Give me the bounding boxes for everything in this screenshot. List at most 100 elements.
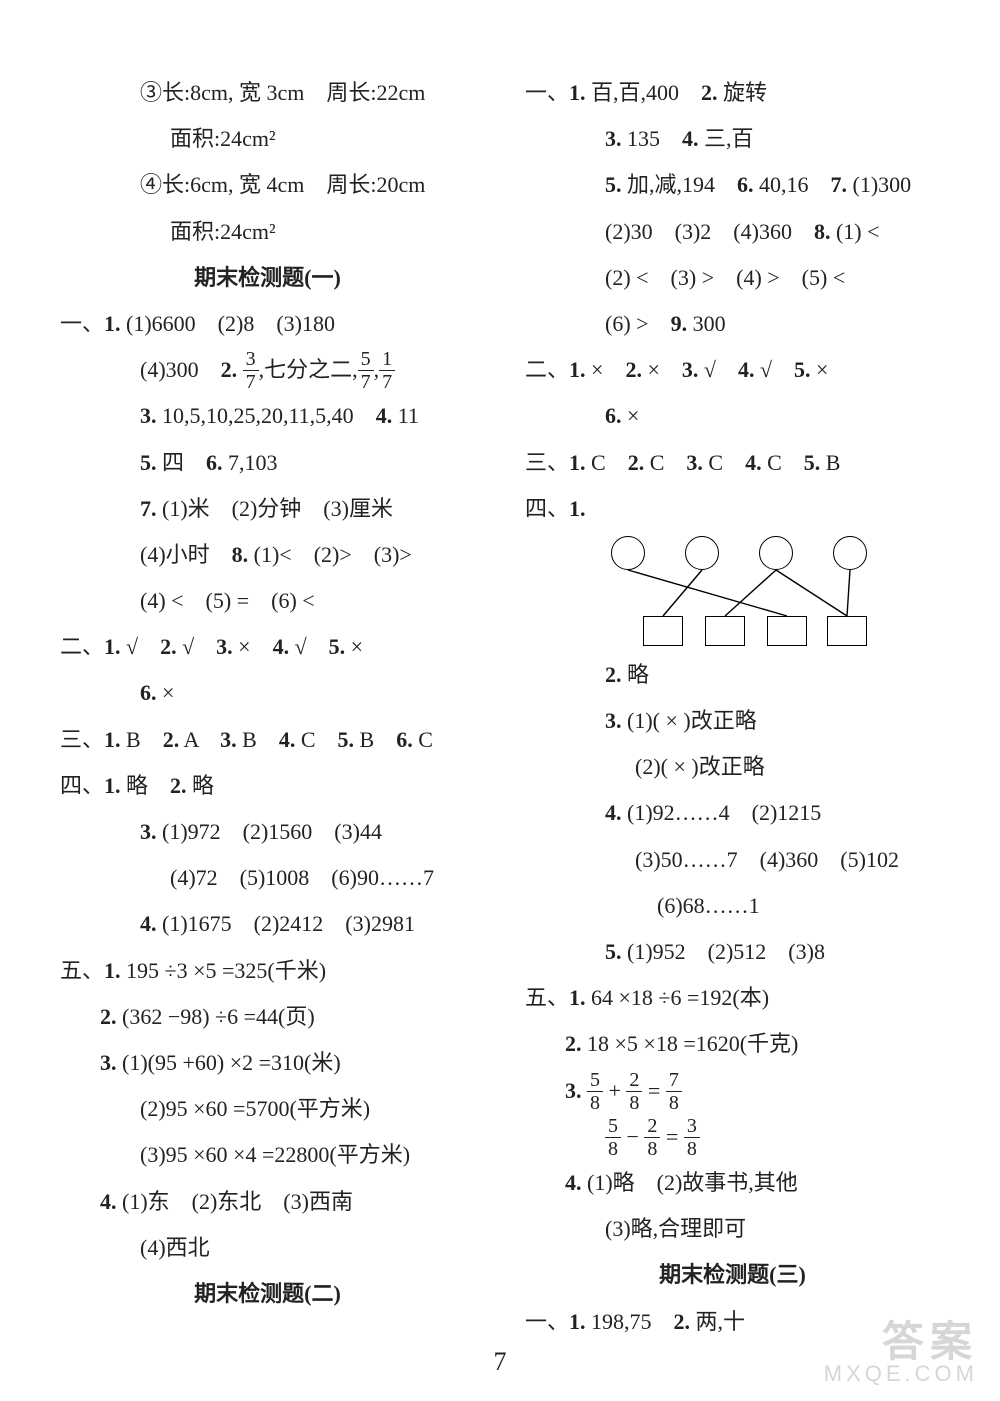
bold-run: 3. (565, 1078, 582, 1103)
text-run: 期末检测题(二) (194, 1281, 341, 1306)
page-number: 7 (494, 1347, 507, 1377)
text-line: 期末检测题(一) (60, 255, 475, 301)
text-run: 二、 (60, 634, 104, 659)
text-run: 期末检测题(一) (194, 265, 341, 290)
diagram-square (643, 616, 683, 646)
text-line: 3. (1)分 (2)秒 (3)时,分 (990, 70, 1000, 116)
text-line: 2. (362 −98) ÷6 =44(页) (60, 994, 475, 1040)
text-run: (4)小时 (140, 542, 232, 567)
text-line: 二、1. √ 2. √ 3. × 4. √ 5. × (60, 624, 475, 670)
fraction: 58 (587, 1070, 603, 1113)
bold-run: 1. (104, 634, 121, 659)
text-run: × (157, 680, 175, 705)
fraction: 17 (379, 349, 395, 392)
text-line: 面积:24cm² (60, 116, 475, 162)
text-run: (2) < (3) > (4) > (5) < (605, 265, 845, 290)
text-line: 4. (1)1675 (2)2412 (3)2981 (60, 901, 475, 947)
bold-run: 4. (100, 1189, 117, 1214)
fraction: 38 (684, 1116, 700, 1159)
fraction: 57 (358, 349, 374, 392)
text-line: 3. 135 4. 三,百 (525, 116, 940, 162)
bold-run: 4. (745, 450, 762, 475)
text-run: (1)972 (2)1560 (3)44 (157, 819, 382, 844)
bold-run: 3. (682, 357, 699, 382)
bold-run: 7. (831, 172, 848, 197)
text-run: (3)略,合理即可 (605, 1216, 746, 1241)
text-run: (6)68……1 (635, 893, 760, 918)
fraction: 58 (605, 1116, 621, 1159)
fraction: 37 (243, 349, 259, 392)
text-run: × (233, 634, 273, 659)
text-line: (2)( × )改正略 (525, 744, 940, 790)
text-run: × (586, 357, 626, 382)
text-line: 一、1. (1)6600 (2)8 (3)180 (60, 301, 475, 347)
bold-run: 2. (160, 634, 177, 659)
bold-run: 8. (232, 542, 249, 567)
text-run: (1)6600 (2)8 (3)180 (121, 311, 335, 336)
text-run: C (762, 450, 804, 475)
text-run: C (295, 727, 337, 752)
text-run: (4)72 (5)1008 (6)90……7 (170, 865, 434, 890)
text-run: (1)东 (2)东北 (3)西南 (117, 1189, 353, 1214)
diagram-square (767, 616, 807, 646)
bold-run: 3. (605, 126, 622, 151)
diagram-circle (611, 536, 645, 570)
text-run: ,七分之二, (259, 357, 358, 382)
text-run: (1)92……4 (2)1215 (622, 800, 822, 825)
text-line: 5. (1)952 (2)512 (3)8 (525, 929, 940, 975)
text-run: ③长:8cm, 宽 3cm 周长:22cm (140, 80, 425, 105)
bold-run: 4. (140, 911, 157, 936)
bold-run: 6. (206, 450, 223, 475)
text-run: √ (698, 357, 738, 382)
text-run: 三、 (525, 450, 569, 475)
text-run: B (820, 450, 840, 475)
text-line: (4)300 2. 37,七分之二,57,17 (60, 347, 475, 393)
bold-run: 1. (104, 311, 121, 336)
text-run: (4)西北 (140, 1235, 210, 1260)
diagram-circle (833, 536, 867, 570)
text-run: (3)95 ×60 ×4 =22800(平方米) (140, 1142, 410, 1167)
bold-run: 2. (221, 357, 238, 382)
text-line: 2. 18 ×5 ×18 =1620(千克) (525, 1021, 940, 1067)
text-line: 5. 四 6. 7,103 (60, 440, 475, 486)
bold-run: 6. (605, 403, 622, 428)
text-run: 三、 (60, 727, 104, 752)
bold-run: 6. (396, 727, 413, 752)
text-line: ③长:8cm, 宽 3cm 周长:22cm (60, 70, 475, 116)
text-line: 5. 加,减,194 6. 40,16 7. (1)300 (525, 162, 940, 208)
text-run: = (660, 1124, 683, 1149)
text-run: 略 (622, 662, 650, 687)
bold-run: 4. (565, 1170, 582, 1195)
text-run: (2)30 (3)2 (4)360 (605, 219, 814, 244)
text-line: 7. (1)米 (2)分钟 (3)厘米 (60, 486, 475, 532)
text-line: (2)95 ×60 =5700(平方米) (60, 1086, 475, 1132)
text-run: √ (121, 634, 161, 659)
text-run: (362 −98) ÷6 =44(页) (117, 1004, 315, 1029)
text-run: B (237, 727, 279, 752)
bold-run: 1. (104, 958, 121, 983)
text-line: 面积:24cm² (60, 209, 475, 255)
text-run: √ (177, 634, 217, 659)
text-run: √ (754, 357, 794, 382)
bold-run: 2. (625, 357, 642, 382)
bold-run: 2. (100, 1004, 117, 1029)
bold-run: 1. (569, 357, 586, 382)
text-run: 四、 (525, 496, 569, 521)
text-line: 三、1. C 2. C 3. C 4. C 5. B (525, 440, 940, 486)
text-line: 期末检测题(三) (525, 1252, 940, 1298)
text-run: × (642, 357, 682, 382)
bold-run: 2. (628, 450, 645, 475)
text-run: √ (289, 634, 329, 659)
text-run: 加,减,194 (622, 172, 738, 197)
text-run: 135 (622, 126, 683, 151)
text-run: C (586, 450, 628, 475)
text-run: × (622, 403, 640, 428)
bold-run: 3. (220, 727, 237, 752)
text-run: 期末检测题(三) (659, 1262, 806, 1287)
bold-run: 1. (569, 985, 586, 1010)
text-line: 期末检测题(二) (60, 1271, 475, 1317)
bold-run: 4. (376, 403, 393, 428)
bold-run: 5. (605, 172, 622, 197)
text-line: (3)50……7 (4)360 (5)102 (525, 837, 940, 883)
text-run: 一、 (60, 311, 104, 336)
